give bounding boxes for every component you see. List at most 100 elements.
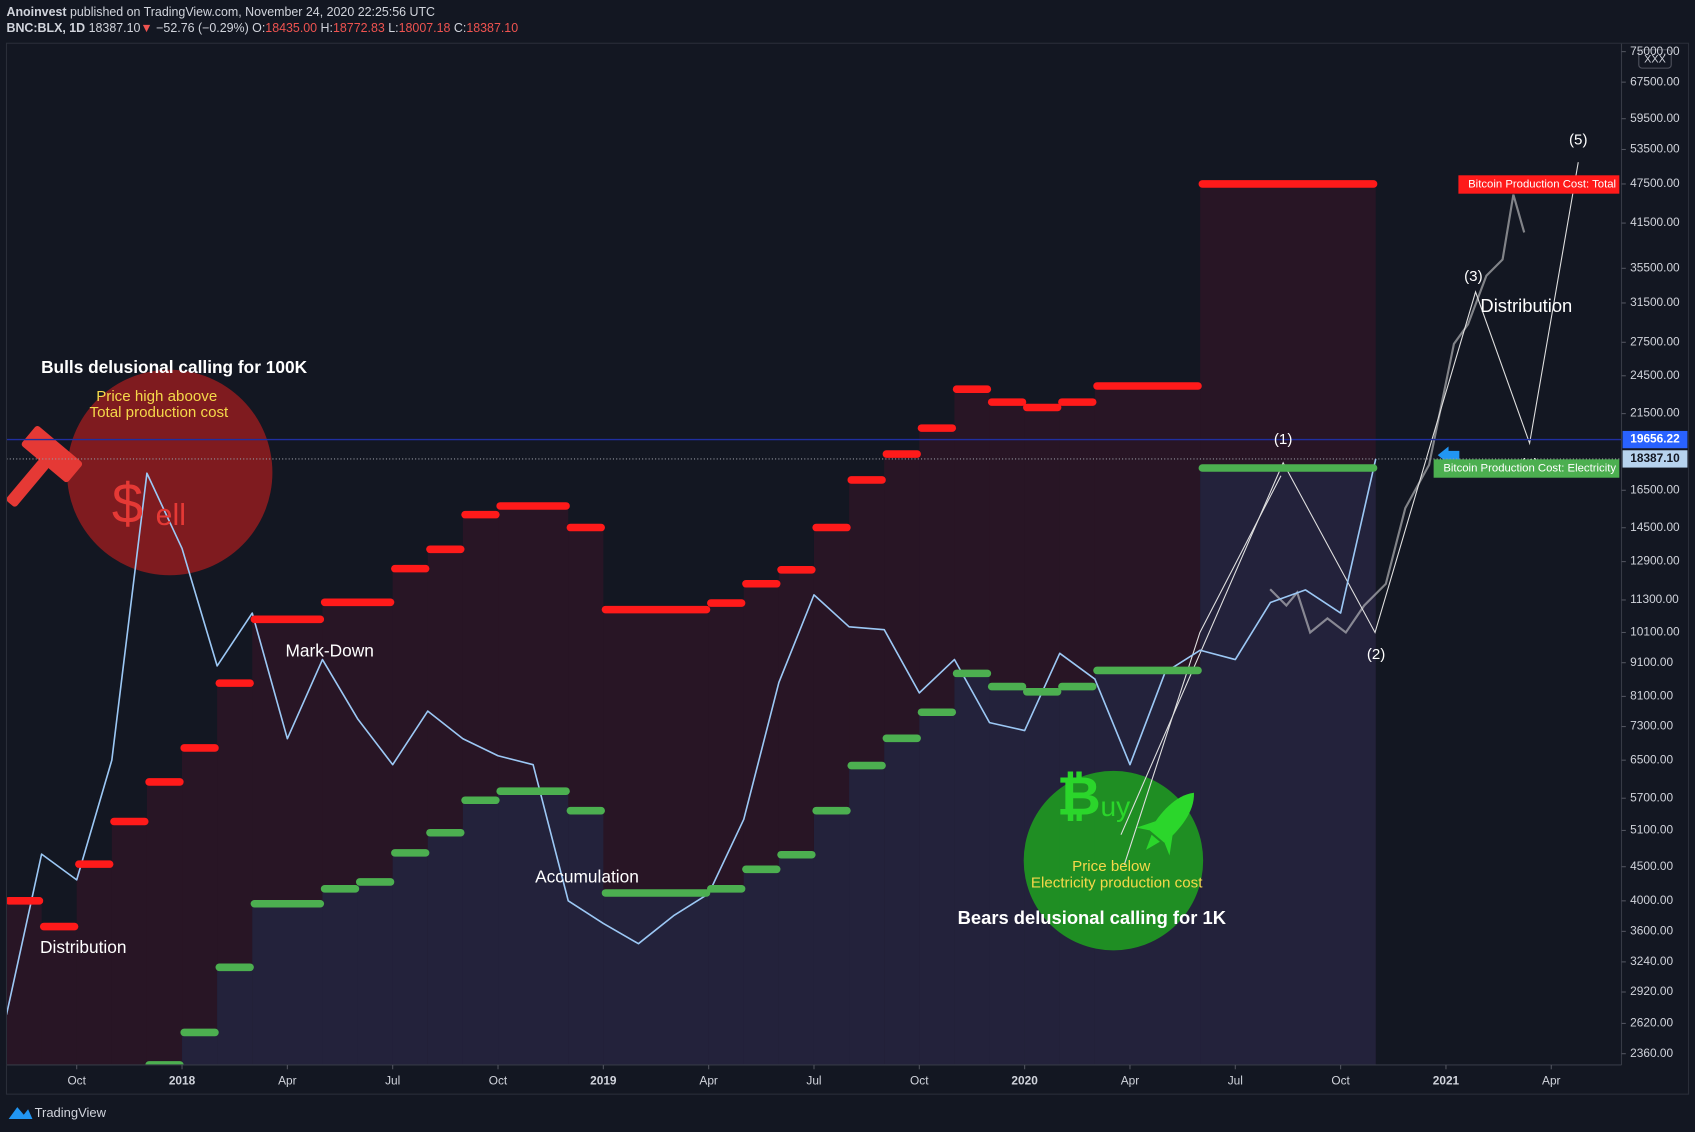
electricity-cost-zone	[603, 892, 709, 1065]
o-label: O:	[252, 21, 265, 35]
total-cost-zone	[989, 402, 1025, 1065]
close: 18387.10	[466, 21, 518, 35]
electricity-cost-zone	[989, 686, 1025, 1065]
logo-icon	[8, 1107, 33, 1120]
total-cost-zone	[41, 926, 77, 1065]
c-label: C:	[454, 21, 466, 35]
y-tick-label: 21500.00	[1630, 406, 1680, 420]
annotation: Total production cost	[90, 404, 230, 421]
price-label: 19656.22	[1630, 432, 1680, 446]
total-cost-zone	[217, 683, 253, 1065]
y-tick-label: 5700.00	[1630, 790, 1673, 804]
electricity-cost-zone	[884, 738, 920, 1065]
cost-tag: Bitcoin Production Cost: Total	[1458, 175, 1620, 194]
total-cost-zone	[813, 527, 850, 1065]
footer-brand[interactable]: TradingView	[35, 1105, 107, 1120]
y-tick-label: 31500.00	[1630, 295, 1680, 309]
y-tick-label: 5100.00	[1630, 823, 1673, 837]
cost-tag: Bitcoin Production Cost: Electricity	[1433, 459, 1620, 478]
y-tick-label: 47500.00	[1630, 176, 1680, 190]
electricity-cost-zone	[813, 810, 850, 1065]
last: 18387.10	[89, 21, 141, 35]
y-tick-label: 67500.00	[1630, 74, 1680, 88]
electricity-cost-zone	[1200, 467, 1376, 1065]
annotation: Electricity production cost	[1031, 874, 1203, 891]
x-tick-label: Jul	[385, 1073, 400, 1087]
low: 18007.18	[399, 21, 451, 35]
total-cost-zone	[1200, 183, 1376, 1065]
x-tick-label: Apr	[699, 1073, 718, 1087]
button-box[interactable]	[1638, 49, 1672, 69]
electricity-cost-zone	[849, 765, 885, 1065]
annotation: Mark-Down	[286, 641, 374, 661]
electricity-cost-zone	[954, 673, 990, 1065]
symbol: BNC:BLX, 1D	[6, 21, 85, 35]
electricity-cost-zone	[357, 881, 393, 1065]
x-tick-label: 2019	[590, 1073, 617, 1087]
electricity-cost-zone	[778, 854, 814, 1065]
total-cost-zone	[392, 568, 428, 1065]
total-cost-zone	[182, 747, 218, 1065]
y-tick-label: 35500.00	[1630, 260, 1680, 274]
header-line-1: Anoinvest published on TradingView.com, …	[6, 5, 435, 19]
electricity-cost-zone	[708, 888, 744, 1065]
published: published on TradingView.com, November 2…	[70, 5, 435, 19]
y-tick-label: 53500.00	[1630, 142, 1680, 156]
total-cost-zone	[462, 514, 499, 1065]
y-tick-label: 2360.00	[1630, 1046, 1673, 1060]
author: Anoinvest	[6, 5, 66, 19]
total-cost-zone	[6, 900, 42, 1065]
annotation: Bulls delusional calling for 100K	[41, 357, 307, 377]
annotation: Accumulation	[535, 866, 639, 886]
button-label[interactable]: XXX	[1644, 53, 1666, 65]
decorations	[6, 162, 1579, 951]
y-tick-label: 9100.00	[1630, 655, 1673, 669]
total-cost-zone	[146, 781, 183, 1065]
wave-label: (3)	[1464, 268, 1482, 285]
y-tick-label: 75000.00	[1630, 44, 1680, 58]
x-tick-label: 2021	[1433, 1073, 1460, 1087]
total-cost-zone	[111, 821, 147, 1065]
electricity-cost-zone	[252, 903, 323, 1065]
x-tick-label: Apr	[1121, 1073, 1140, 1087]
electricity-cost-zone	[392, 852, 428, 1065]
y-tick-label: 8100.00	[1630, 689, 1673, 703]
frame	[5, 42, 1690, 1095]
arrow: ▼	[140, 21, 152, 35]
total-cost-zone	[743, 583, 779, 1065]
total-cost-zone	[498, 505, 569, 1065]
y-tick-label: 4000.00	[1630, 893, 1673, 907]
total-cost-zone	[849, 479, 885, 1065]
l-label: L:	[388, 21, 398, 35]
electricity-cost-zone	[743, 869, 779, 1065]
wave-label: (5)	[1569, 132, 1587, 149]
total-cost-zone	[708, 603, 744, 1065]
cost-tag-label: Bitcoin Production Cost: Total	[1468, 178, 1616, 190]
annotation: Price high aboove	[96, 388, 217, 405]
toolbar-button[interactable]: XXX	[1638, 49, 1672, 69]
total-cost-zone	[76, 864, 112, 1065]
total-cost-zone	[1094, 385, 1201, 1065]
y-tick-label: 4500.00	[1630, 859, 1673, 873]
y-tick-label: 7300.00	[1630, 719, 1673, 733]
footer[interactable]: TradingView	[8, 1105, 107, 1120]
y-tick-label: 14500.00	[1630, 520, 1680, 534]
y-tick-label: 16500.00	[1630, 482, 1680, 496]
y-tick-label: 3600.00	[1630, 924, 1673, 938]
total-cost-zone	[252, 619, 323, 1065]
x-tick-label: Oct	[1331, 1073, 1350, 1087]
x-tick-label: Oct	[910, 1073, 929, 1087]
electricity-cost-zone	[498, 791, 569, 1065]
open: 18435.00	[265, 21, 317, 35]
cost-tag-box	[1458, 175, 1620, 194]
annotation: Distribution	[40, 937, 126, 957]
x-tick-label: 2018	[169, 1073, 196, 1087]
x-tick-label: Oct	[489, 1073, 508, 1087]
y-tick-label: 41500.00	[1630, 215, 1680, 229]
electricity-cost-zone	[322, 888, 358, 1065]
x-tick-label: Jul	[806, 1073, 821, 1087]
price-label-box	[1622, 430, 1688, 449]
price-line	[6, 458, 1377, 1015]
